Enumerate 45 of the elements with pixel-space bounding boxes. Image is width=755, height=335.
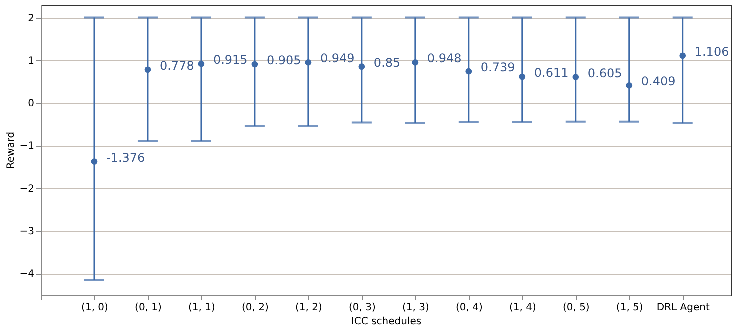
point	[198, 60, 205, 68]
data-label: 0.915	[213, 53, 248, 68]
x-axis-title: ICC schedules	[351, 316, 422, 328]
data-label: 0.611	[534, 66, 569, 80]
y-tick-label: 1	[28, 56, 34, 67]
x-tick-label: (0, 1)	[135, 302, 162, 314]
x-tick-label: (0, 2)	[242, 302, 269, 314]
point	[626, 82, 633, 89]
x-tick-label: (1, 5)	[616, 302, 644, 314]
point	[412, 60, 419, 66]
data-label: 1.106	[694, 44, 730, 59]
point	[252, 61, 258, 68]
y-tick-label: −1	[20, 141, 34, 152]
data-label: 0.778	[160, 58, 194, 73]
data-label: 0.949	[320, 52, 355, 66]
point	[144, 66, 152, 74]
y-axis-title: Reward	[6, 132, 17, 170]
x-tick-label: (1, 1)	[188, 302, 216, 314]
data-label: 0.85	[374, 56, 401, 70]
data-label: 0.605	[588, 66, 622, 80]
x-tick-label: (0, 4)	[456, 302, 483, 314]
y-tick-label: −4	[20, 269, 34, 280]
x-tick-label: (0, 5)	[562, 302, 590, 314]
point	[305, 59, 312, 66]
x-tick-label: (1, 2)	[295, 302, 322, 314]
data-label: 0.409	[641, 74, 676, 89]
x-tick-label: (1, 4)	[509, 302, 536, 314]
point	[466, 68, 472, 75]
y-tick-label: −3	[20, 226, 34, 238]
point	[358, 64, 366, 70]
point	[680, 52, 686, 60]
x-tick-label: (1, 0)	[82, 302, 109, 314]
data-label: 0.948	[427, 52, 462, 66]
point	[91, 158, 98, 165]
y-tick-label: 0	[28, 98, 34, 110]
y-tick-label: 2	[28, 13, 34, 24]
y-tick-label: −2	[20, 184, 34, 195]
data-label: -1.376	[106, 150, 146, 165]
x-tick-label: DRL Agent	[656, 302, 710, 314]
data-label: 0.905	[266, 53, 302, 68]
x-tick-label: (1, 3)	[402, 302, 430, 314]
point	[519, 74, 526, 80]
point	[572, 74, 580, 80]
x-tick-label: (0, 3)	[348, 302, 376, 314]
data-label: 0.739	[480, 60, 516, 75]
